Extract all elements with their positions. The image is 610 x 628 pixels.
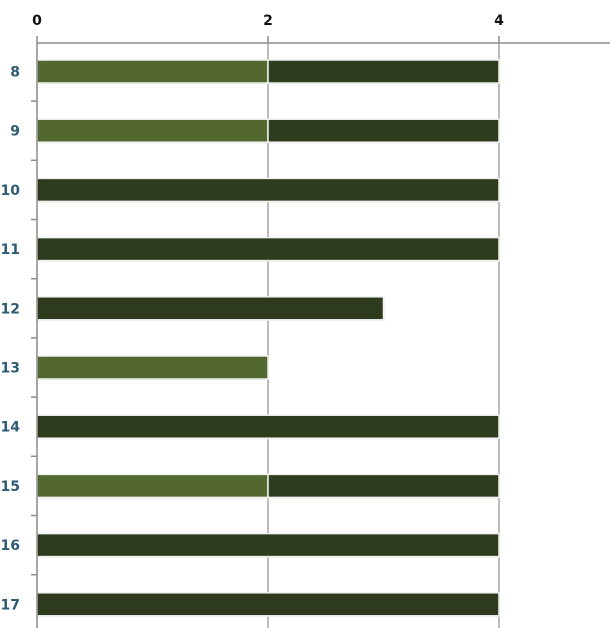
- bar-segment: [36, 118, 269, 143]
- bar-segment: [267, 118, 500, 143]
- y-tick-label: 10: [1, 183, 21, 199]
- bar-segment: [36, 473, 269, 499]
- bar-segment: [36, 59, 269, 84]
- y-tick-label: 9: [10, 124, 20, 140]
- y-tick-label: 8: [10, 65, 20, 81]
- bar-segment: [36, 592, 500, 617]
- y-tick-label: 13: [1, 361, 20, 377]
- y-tick-label: 15: [1, 479, 20, 495]
- x-tick-label: 2: [263, 13, 273, 29]
- y-tick-labels: 8 9 10 11 12 13 14 15 16 17: [1, 65, 21, 614]
- bar-segment: [267, 59, 500, 84]
- bar-segment: [267, 473, 500, 499]
- y-tick-label: 11: [1, 242, 20, 258]
- x-tick-label: 4: [494, 13, 504, 29]
- y-tick-label: 14: [1, 420, 21, 436]
- bar-segment: [36, 236, 500, 262]
- bar-segment: [36, 532, 500, 558]
- axes: [31, 36, 610, 628]
- bar-segment: [36, 296, 385, 321]
- x-tick-label: 0: [32, 13, 42, 29]
- bar-segment: [36, 355, 269, 380]
- y-tick-label: 16: [1, 538, 20, 554]
- bars: [36, 59, 500, 617]
- bar-segment: [36, 177, 500, 203]
- x-tick-labels: 0 2 4: [32, 13, 504, 29]
- y-tick-label: 17: [1, 597, 20, 613]
- y-tick-label: 12: [1, 301, 20, 317]
- bar-segment: [36, 414, 500, 439]
